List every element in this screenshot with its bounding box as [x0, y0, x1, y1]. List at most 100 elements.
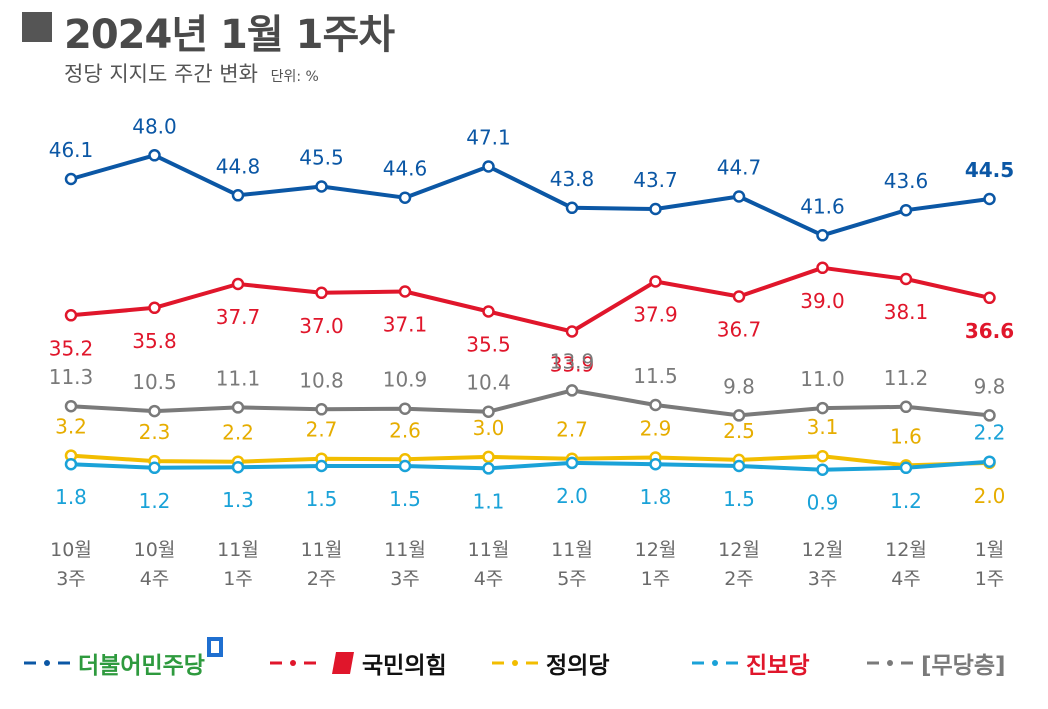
data-label-independent: 10.9: [383, 368, 428, 392]
data-point-progressive: [649, 457, 662, 471]
data-point-independent: [649, 398, 662, 412]
data-label-justice: 1.6: [890, 424, 922, 448]
data-label-democratic: 41.6: [800, 194, 845, 218]
legend-line-icon: [867, 660, 913, 666]
x-tick-month: 12월: [802, 539, 844, 561]
data-point-ppp: [231, 277, 245, 291]
data-label-democratic: 45.5: [299, 146, 344, 170]
data-point-independent: [565, 384, 579, 397]
data-point-justice: [482, 450, 495, 464]
data-label-independent: 11.0: [800, 367, 845, 391]
x-tick-month: 10월: [50, 539, 92, 561]
data-point-progressive: [315, 459, 328, 473]
x-tick-week: 1주: [223, 568, 253, 590]
data-label-justice: 3.1: [807, 415, 839, 439]
x-tick-month: 11월: [217, 539, 259, 561]
x-tick-week: 3주: [56, 568, 86, 590]
data-label-ppp: 33.9: [550, 353, 595, 377]
series-line-justice: [69, 453, 992, 468]
data-label-justice: 2.2: [222, 421, 254, 445]
data-label-ppp: 35.5: [466, 333, 511, 357]
series-line-independent: [69, 388, 992, 418]
data-point-ppp: [482, 305, 495, 318]
data-label-ppp: 37.0: [299, 314, 344, 338]
x-tick-week: 5주: [557, 568, 587, 590]
data-label-justice: 2.7: [306, 418, 338, 442]
data-point-independent: [983, 409, 996, 422]
data-label-ppp: 38.1: [884, 300, 929, 324]
data-label-democratic: 44.8: [216, 154, 261, 178]
data-label-independent: 10.8: [299, 368, 344, 392]
x-tick-week: 2주: [307, 568, 337, 590]
data-point-ppp: [148, 301, 161, 315]
data-label-independent: 9.8: [974, 374, 1006, 398]
x-tick-week: 1주: [975, 568, 1005, 590]
data-label-democratic: 44.6: [383, 157, 428, 181]
data-label-democratic: 44.5: [965, 158, 1014, 182]
data-label-justice: 2.3: [139, 420, 171, 444]
data-label-ppp: 36.6: [965, 319, 1014, 343]
x-tick-month: 11월: [468, 539, 510, 561]
data-point-ppp: [649, 275, 662, 288]
legend-item-democratic: 더불어민주당: [22, 628, 227, 698]
data-label-independent: 11.5: [633, 364, 678, 388]
page-title: 2024년 1월 1주차: [64, 12, 395, 58]
data-point-ppp: [732, 290, 746, 303]
data-point-progressive: [816, 463, 829, 476]
data-label-ppp: 35.2: [49, 336, 94, 360]
data-label-democratic: 43.7: [633, 168, 678, 192]
data-label-progressive: 2.2: [974, 421, 1006, 445]
data-point-democratic: [899, 203, 913, 217]
x-tick-month: 11월: [551, 539, 593, 561]
data-point-democratic: [649, 202, 662, 216]
data-point-justice: [816, 449, 829, 463]
data-point-democratic: [983, 192, 996, 206]
series-line-ppp: [69, 265, 992, 334]
title-bullet: [22, 12, 52, 42]
data-label-justice: 3.2: [55, 415, 87, 439]
data-point-independent: [899, 400, 913, 414]
data-label-independent: 13.9: [550, 349, 595, 373]
data-label-progressive: 1.5: [389, 487, 421, 511]
data-point-democratic: [148, 149, 161, 162]
data-label-progressive: 1.5: [723, 487, 755, 511]
data-point-ppp: [398, 285, 412, 298]
data-point-progressive: [899, 461, 913, 475]
data-label-democratic: 48.0: [132, 114, 177, 138]
data-label-democratic: 47.1: [466, 126, 511, 150]
x-tick-week: 3주: [390, 568, 420, 590]
data-label-progressive: 1.2: [890, 489, 922, 513]
data-point-democratic: [816, 229, 829, 242]
data-label-progressive: 1.8: [640, 485, 672, 509]
data-label-ppp: 37.1: [383, 313, 428, 337]
x-tick-month: 12월: [718, 539, 760, 561]
data-point-democratic: [482, 160, 495, 173]
legend-line-icon: [24, 660, 70, 666]
party-logo-icon: [332, 652, 354, 674]
data-point-progressive: [148, 461, 161, 475]
legend-label: 진보당: [746, 653, 810, 679]
data-point-democratic: [64, 172, 78, 186]
data-label-independent: 11.2: [884, 366, 929, 390]
data-label-independent: 11.3: [49, 365, 94, 389]
data-label-ppp: 37.9: [633, 303, 678, 327]
data-point-ppp: [816, 261, 829, 275]
data-point-independent: [231, 401, 245, 414]
x-tick-week: 4주: [140, 568, 170, 590]
x-tick-month: 12월: [885, 539, 927, 561]
subtitle-text: 정당 지지도 주간 변화: [64, 62, 258, 86]
data-label-independent: 10.4: [466, 371, 511, 395]
legend-label: 더불어민주당: [78, 653, 205, 679]
data-point-progressive: [565, 456, 579, 470]
legend-line-icon: [492, 660, 538, 666]
data-label-progressive: 1.3: [222, 488, 254, 512]
data-label-democratic: 43.6: [884, 169, 929, 193]
x-tick-week: 3주: [808, 568, 838, 590]
data-point-progressive: [398, 459, 412, 473]
data-point-democratic: [315, 180, 328, 193]
x-tick-month: 11월: [301, 539, 343, 561]
data-label-independent: 9.8: [723, 374, 755, 398]
series-line-democratic: [69, 153, 992, 238]
data-point-democratic: [231, 189, 245, 202]
x-tick-week: 2주: [724, 568, 754, 590]
